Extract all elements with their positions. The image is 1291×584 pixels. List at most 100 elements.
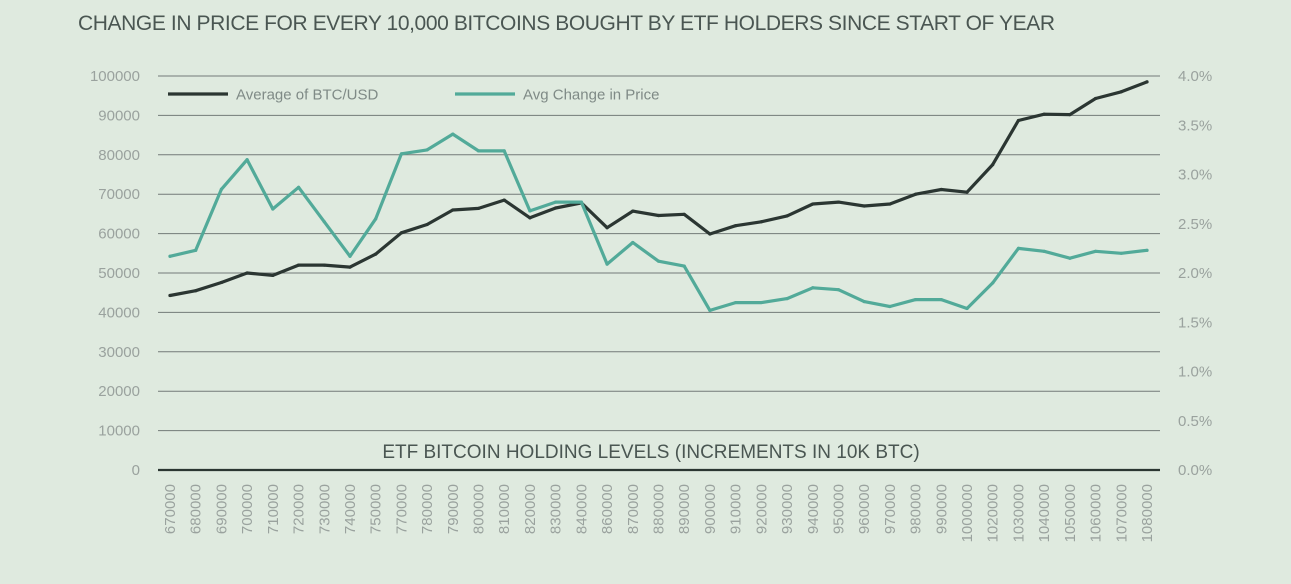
- x-tick-label: 790000: [445, 484, 462, 534]
- x-tick-label: 710000: [265, 484, 282, 534]
- data-point: [399, 231, 403, 235]
- y2-tick-label: 2.5%: [1178, 216, 1212, 233]
- data-point: [811, 286, 815, 290]
- data-point: [528, 209, 532, 213]
- data-point: [219, 280, 224, 285]
- data-point: [708, 308, 712, 313]
- data-point: [631, 240, 635, 245]
- x-tick-label: 920000: [753, 484, 770, 534]
- legend-label-btc-usd: Average of BTC/USD: [236, 87, 378, 104]
- y-tick-label: 70000: [98, 186, 140, 203]
- data-point: [991, 163, 995, 167]
- data-point: [862, 299, 866, 304]
- data-point: [888, 304, 892, 309]
- x-tick-label: 750000: [368, 484, 385, 534]
- data-point: [682, 264, 686, 268]
- x-tick-label: 960000: [856, 484, 873, 534]
- x-tick-label: 780000: [419, 484, 436, 534]
- data-point: [348, 254, 352, 258]
- data-point: [476, 149, 481, 153]
- x-tick-label: 910000: [728, 484, 745, 534]
- x-axis-label: ETF BITCOIN HOLDING LEVELS (INCREMENTS I…: [382, 442, 919, 463]
- data-point: [271, 207, 275, 211]
- data-point: [425, 222, 429, 227]
- data-point: [914, 297, 918, 302]
- data-point: [1042, 112, 1046, 116]
- data-point: [296, 185, 301, 189]
- x-tick-label: 870000: [625, 484, 642, 534]
- data-point: [168, 254, 172, 258]
- data-point: [502, 149, 506, 153]
- data-point: [1093, 249, 1098, 253]
- data-point: [1119, 251, 1123, 255]
- y2-tick-label: 2.0%: [1178, 265, 1212, 282]
- data-point: [399, 152, 403, 156]
- y-tick-label: 60000: [98, 226, 140, 243]
- x-tick-label: 900000: [702, 484, 719, 534]
- x-tick-label: 1000000: [959, 484, 976, 542]
- data-point: [245, 158, 249, 162]
- data-point: [759, 300, 763, 305]
- data-point: [476, 206, 481, 210]
- series-line-avg-change: [168, 132, 1149, 312]
- data-point: [554, 200, 558, 204]
- data-point: [734, 300, 738, 305]
- y2-tick-label: 1.5%: [1178, 314, 1212, 331]
- legend-label-avg-change: Avg Change in Price: [523, 87, 659, 104]
- data-point: [168, 293, 172, 298]
- y-tick-label: 0: [132, 462, 140, 479]
- data-point: [914, 192, 918, 196]
- x-tick-label: 1020000: [985, 484, 1002, 542]
- data-point: [939, 297, 943, 302]
- x-tick-label: 1070000: [1113, 484, 1130, 542]
- y-tick-label: 100000: [90, 68, 140, 85]
- data-point: [451, 132, 455, 136]
- x-tick-label: 730000: [316, 484, 333, 534]
- data-point: [656, 259, 661, 263]
- x-tick-label: 1080000: [1139, 484, 1156, 542]
- data-point: [194, 289, 198, 293]
- data-point: [1016, 246, 1021, 250]
- data-point: [1068, 113, 1072, 117]
- data-point: [734, 224, 738, 228]
- x-tick-label: 690000: [213, 484, 230, 534]
- data-point: [348, 265, 352, 269]
- y2-tick-label: 3.0%: [1178, 167, 1212, 184]
- data-point: [1145, 80, 1149, 84]
- data-point: [605, 262, 609, 266]
- x-tick-label: 670000: [162, 484, 179, 534]
- data-point: [245, 271, 249, 275]
- data-point: [528, 216, 532, 220]
- series-line-btc-usd: [168, 80, 1149, 298]
- y-tick-label: 10000: [98, 423, 140, 440]
- data-point: [785, 297, 789, 301]
- x-tick-label: 700000: [239, 484, 256, 534]
- data-point: [785, 214, 789, 218]
- data-point: [682, 212, 686, 216]
- data-point: [322, 263, 326, 267]
- y2-tick-label: 1.0%: [1178, 364, 1212, 381]
- y-tick-label: 90000: [98, 107, 140, 124]
- y2-tick-label: 0.5%: [1178, 413, 1212, 430]
- data-point: [1119, 90, 1123, 94]
- data-point: [836, 200, 841, 204]
- y2-tick-label: 0.0%: [1178, 462, 1212, 479]
- data-point: [1093, 96, 1098, 101]
- data-point: [1068, 256, 1072, 260]
- data-point: [1145, 248, 1149, 252]
- data-point: [194, 248, 198, 252]
- x-tick-label: 810000: [496, 484, 513, 534]
- data-point: [862, 204, 866, 208]
- data-point: [451, 208, 455, 212]
- x-tick-label: 950000: [830, 484, 847, 534]
- x-tick-label: 840000: [573, 484, 590, 534]
- x-tick-label: 800000: [471, 484, 488, 534]
- x-tick-label: 740000: [342, 484, 359, 534]
- data-point: [631, 209, 635, 213]
- x-tick-label: 720000: [291, 484, 308, 534]
- x-tick-label: 770000: [393, 484, 410, 534]
- x-tick-label: 1040000: [1036, 484, 1053, 542]
- data-point: [811, 202, 815, 206]
